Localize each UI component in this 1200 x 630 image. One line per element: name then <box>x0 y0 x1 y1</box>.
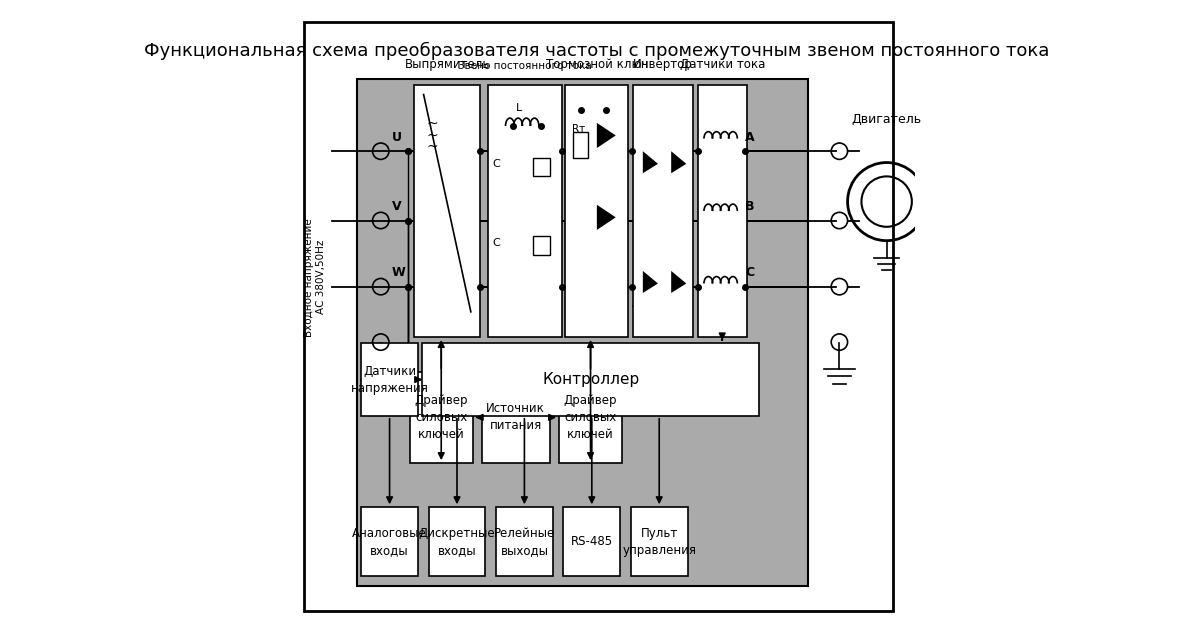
FancyBboxPatch shape <box>481 372 550 463</box>
Polygon shape <box>643 151 658 173</box>
Text: Rт: Rт <box>571 124 584 134</box>
FancyBboxPatch shape <box>533 236 551 255</box>
Text: Дискретные
входы: Дискретные входы <box>419 527 496 557</box>
Text: Звено постоянного тока: Звено постоянного тока <box>458 61 592 71</box>
FancyBboxPatch shape <box>564 507 620 576</box>
FancyBboxPatch shape <box>559 372 622 463</box>
Text: B: B <box>745 200 755 213</box>
Text: A: A <box>745 130 755 144</box>
FancyBboxPatch shape <box>496 507 553 576</box>
Polygon shape <box>643 271 658 293</box>
Text: ~
~
~: ~ ~ ~ <box>427 117 438 154</box>
Text: V: V <box>392 200 402 213</box>
Text: Датчики
напряжения: Датчики напряжения <box>350 365 428 394</box>
Polygon shape <box>671 271 686 293</box>
FancyBboxPatch shape <box>697 85 746 337</box>
Polygon shape <box>671 151 686 173</box>
FancyBboxPatch shape <box>361 343 418 416</box>
Text: C: C <box>745 266 754 279</box>
FancyBboxPatch shape <box>358 79 808 586</box>
Text: U: U <box>392 130 402 144</box>
FancyBboxPatch shape <box>632 85 692 337</box>
Text: Пульт
управления: Пульт управления <box>623 527 696 557</box>
Text: Инвертор: Инвертор <box>632 58 692 71</box>
FancyBboxPatch shape <box>414 85 480 337</box>
Text: Контроллер: Контроллер <box>542 372 640 387</box>
Text: Функциональная схема преобразователя частоты с промежуточным звеном постоянного : Функциональная схема преобразователя час… <box>144 42 1050 59</box>
FancyBboxPatch shape <box>533 158 551 176</box>
FancyBboxPatch shape <box>409 372 473 463</box>
Text: Релейные
выходы: Релейные выходы <box>493 527 556 557</box>
Text: Выпрямитель: Выпрямитель <box>404 58 490 71</box>
Text: Источник
питания: Источник питания <box>486 403 545 432</box>
FancyBboxPatch shape <box>572 132 588 158</box>
Text: RS-485: RS-485 <box>571 536 613 548</box>
FancyBboxPatch shape <box>488 85 563 337</box>
Text: L: L <box>516 103 522 113</box>
FancyBboxPatch shape <box>304 22 893 611</box>
Polygon shape <box>596 205 616 230</box>
Text: Драйвер
силовых
ключей: Драйвер силовых ключей <box>414 394 468 441</box>
FancyBboxPatch shape <box>565 85 629 337</box>
Text: C: C <box>493 238 500 248</box>
FancyBboxPatch shape <box>422 343 760 416</box>
FancyBboxPatch shape <box>428 507 485 576</box>
Text: Двигатель: Двигатель <box>852 113 922 126</box>
Text: Входное напряжение
АС 380V,50Hz: Входное напряжение АС 380V,50Hz <box>305 218 326 336</box>
Text: Тормозной ключ: Тормозной ключ <box>546 58 648 71</box>
Text: C: C <box>493 159 500 169</box>
Text: W: W <box>392 266 406 279</box>
Polygon shape <box>596 123 616 148</box>
Text: Драйвер
силовых
ключей: Драйвер силовых ключей <box>564 394 617 441</box>
FancyBboxPatch shape <box>631 507 688 576</box>
FancyBboxPatch shape <box>361 507 418 576</box>
Text: Датчики тока: Датчики тока <box>679 58 764 71</box>
Text: Аналоговые
входы: Аналоговые входы <box>353 527 427 557</box>
